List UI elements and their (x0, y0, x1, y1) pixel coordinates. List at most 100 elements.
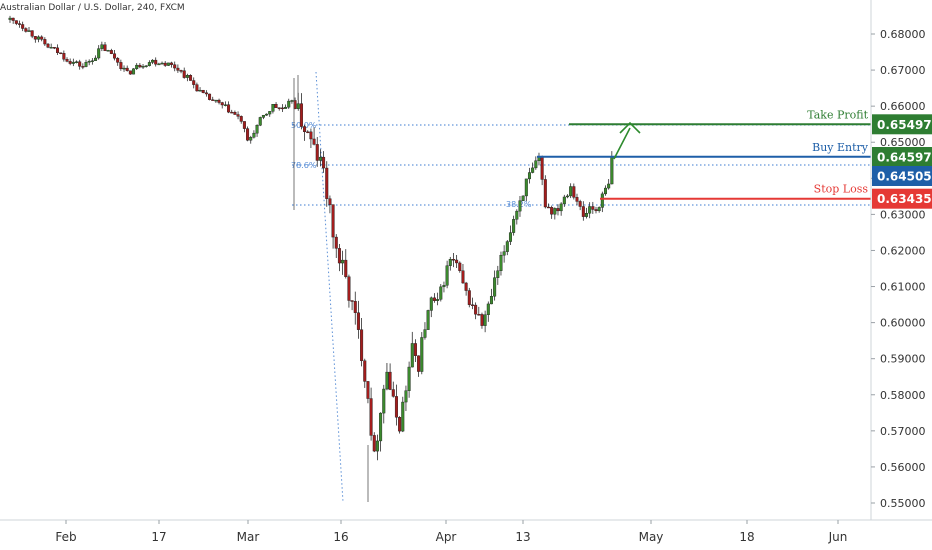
candle-body (432, 297, 436, 301)
candle-body (417, 355, 421, 372)
candle-body (261, 114, 265, 118)
candle-body (410, 343, 414, 368)
candle-body (40, 36, 44, 40)
candle-body (268, 111, 272, 115)
take-profit-badge-bg (872, 114, 932, 135)
candle-body (379, 412, 383, 442)
candle-body (242, 121, 246, 129)
candle-body (68, 61, 72, 64)
y-tick-label: 0.67000 (880, 64, 926, 77)
candle-body (578, 201, 582, 207)
candle-body (439, 286, 443, 300)
current-price-badge-bg (872, 166, 932, 186)
y-tick-label: 0.57000 (880, 425, 926, 438)
candle-body (489, 296, 493, 305)
x-tick-label: May (639, 530, 664, 544)
candle-body (14, 20, 18, 24)
candle-body (588, 206, 592, 214)
candle-body (201, 89, 205, 93)
candle-body (179, 70, 183, 72)
y-tick-label: 0.68000 (880, 28, 926, 41)
candle-body (518, 200, 522, 212)
candle-body (401, 401, 405, 432)
candle-body (290, 100, 294, 102)
candle-body (388, 371, 392, 390)
candle-body (154, 59, 158, 65)
y-tick-label: 0.58000 (880, 389, 926, 402)
candle-body (220, 102, 224, 106)
candle-body (160, 62, 164, 65)
candle-body (195, 84, 199, 92)
arrow-head-icon (619, 121, 641, 134)
candle-body (318, 156, 322, 161)
candle-body (458, 262, 462, 271)
candle-body (426, 310, 430, 330)
candle-body (252, 132, 256, 138)
candle-body (233, 112, 237, 115)
candle-body (322, 156, 326, 169)
candle-body (569, 186, 573, 197)
candle-body (239, 116, 243, 122)
candle-body (581, 206, 585, 217)
highlight-badge-bg (872, 147, 932, 167)
candle-body (565, 195, 569, 198)
candle-body (407, 366, 411, 391)
candle-body (113, 53, 117, 59)
candle-body (540, 156, 544, 180)
candle-body (21, 24, 25, 29)
candle-body (173, 64, 177, 69)
candle-body (18, 23, 22, 25)
candle-body (176, 67, 180, 71)
candle-body (502, 251, 506, 256)
candle-body (375, 440, 379, 452)
candle-body (353, 301, 357, 313)
candle-body (75, 61, 79, 63)
take-profit-badge: 0.65497 (877, 118, 932, 132)
candle-body (33, 36, 37, 40)
candle-body (59, 52, 63, 54)
y-tick-label: 0.61000 (880, 281, 926, 294)
candle-body (138, 64, 142, 68)
y-tick-label: 0.65000 (880, 136, 926, 149)
candle-body (43, 39, 47, 45)
candle-body (508, 232, 512, 242)
candle-body (135, 64, 139, 70)
candle-body (170, 62, 174, 65)
candle-body (71, 61, 75, 64)
candle-body (356, 312, 360, 330)
candle-body (325, 167, 329, 199)
candle-body (106, 50, 110, 52)
candle-body (597, 207, 601, 212)
candle-body (369, 398, 373, 436)
candle-body (122, 67, 126, 70)
candle-body (236, 114, 240, 117)
current-price-badge: 0.64505 (877, 170, 932, 184)
stop-loss-badge: 0.63435 (877, 192, 932, 206)
candle-body (442, 285, 446, 288)
highlight-badge: 0.64597 (877, 151, 932, 165)
candle-body (11, 17, 15, 21)
y-tick-label: 0.55000 (880, 497, 926, 510)
candle-body (347, 276, 351, 301)
candle-body (546, 206, 550, 209)
candle-body (315, 144, 319, 161)
candle-body (296, 103, 300, 109)
candle-body (464, 282, 468, 291)
candle-body (372, 435, 376, 452)
candle-body (461, 270, 465, 284)
candle-body (56, 47, 60, 53)
candle-body (192, 80, 196, 85)
candle-body (344, 259, 348, 277)
candle-body (87, 60, 91, 63)
candle-body (496, 270, 500, 278)
y-tick-label: 0.59000 (880, 353, 926, 366)
candle-body (246, 128, 250, 141)
candle-body (49, 47, 53, 49)
candle-body (211, 99, 215, 101)
candle-body (328, 198, 332, 205)
candle-body (451, 259, 455, 261)
y-tick-label: 0.56000 (880, 461, 926, 474)
candle-body (78, 61, 82, 67)
candle-body (531, 167, 535, 173)
